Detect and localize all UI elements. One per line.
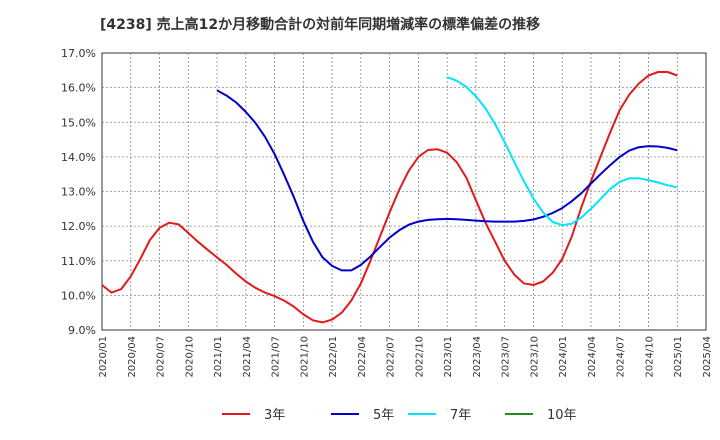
x-tick-label: 2020/04 bbox=[127, 336, 138, 378]
x-tick-label: 2020/10 bbox=[184, 336, 195, 378]
y-tick-label: 14.0% bbox=[61, 151, 96, 164]
legend-label-2: 7年 bbox=[450, 408, 471, 423]
series-line-1 bbox=[216, 89, 678, 272]
x-tick-label: 2022/07 bbox=[386, 336, 397, 378]
legend-label-1: 5年 bbox=[373, 408, 394, 423]
x-tick-label: 2023/04 bbox=[472, 336, 483, 378]
y-tick-label: 9.0% bbox=[68, 324, 96, 337]
x-axis-ticks: 2020/01 2020/04 2020/07 2020/10 2021/01 2021/… bbox=[98, 336, 713, 378]
legend: 3年 5年 7年 10年 bbox=[222, 408, 577, 423]
x-tick-label: 2023/01 bbox=[443, 336, 454, 378]
y-tick-label: 10.0% bbox=[61, 289, 96, 302]
x-tick-label: 2024/01 bbox=[558, 336, 569, 378]
y-axis-ticks: 9.0% 10.0% 11.0% 12.0% 13.0% 14.0% 15.0% 16.0% 1… bbox=[61, 47, 96, 337]
legend-label-3: 10年 bbox=[547, 408, 577, 423]
x-tick-label: 2022/01 bbox=[328, 336, 339, 378]
x-tick-label: 2021/10 bbox=[299, 336, 310, 378]
y-tick-label: 13.0% bbox=[61, 186, 96, 199]
chart-title: [4238] 売上高12か月移動合計の対前年同期増減率の標準偏差の推移 bbox=[100, 17, 541, 33]
x-tick-label: 2023/10 bbox=[529, 336, 540, 378]
x-tick-label: 2024/10 bbox=[644, 336, 655, 378]
x-tick-label: 2024/07 bbox=[616, 336, 627, 378]
x-tick-label: 2022/04 bbox=[357, 336, 368, 378]
y-tick-label: 12.0% bbox=[61, 220, 96, 233]
series-layer bbox=[101, 71, 678, 324]
y-tick-label: 15.0% bbox=[61, 116, 96, 129]
x-tick-label: 2025/01 bbox=[673, 336, 684, 378]
x-tick-label: 2022/10 bbox=[414, 336, 425, 378]
legend-label-0: 3年 bbox=[264, 408, 285, 423]
y-tick-label: 11.0% bbox=[61, 255, 96, 268]
y-tick-label: 17.0% bbox=[61, 47, 96, 60]
y-tick-label: 16.0% bbox=[61, 82, 96, 95]
x-tick-label: 2023/07 bbox=[501, 336, 512, 378]
x-tick-label: 2025/04 bbox=[702, 336, 713, 378]
x-tick-label: 2021/04 bbox=[242, 336, 253, 378]
x-tick-label: 2021/07 bbox=[271, 336, 282, 378]
x-tick-label: 2020/01 bbox=[98, 336, 109, 378]
series-line-2 bbox=[446, 76, 678, 227]
series-line-0 bbox=[101, 71, 678, 324]
grid-layer bbox=[102, 53, 706, 330]
x-tick-label: 2024/04 bbox=[587, 336, 598, 378]
x-tick-label: 2020/07 bbox=[156, 336, 167, 378]
x-tick-label: 2021/01 bbox=[213, 336, 224, 378]
